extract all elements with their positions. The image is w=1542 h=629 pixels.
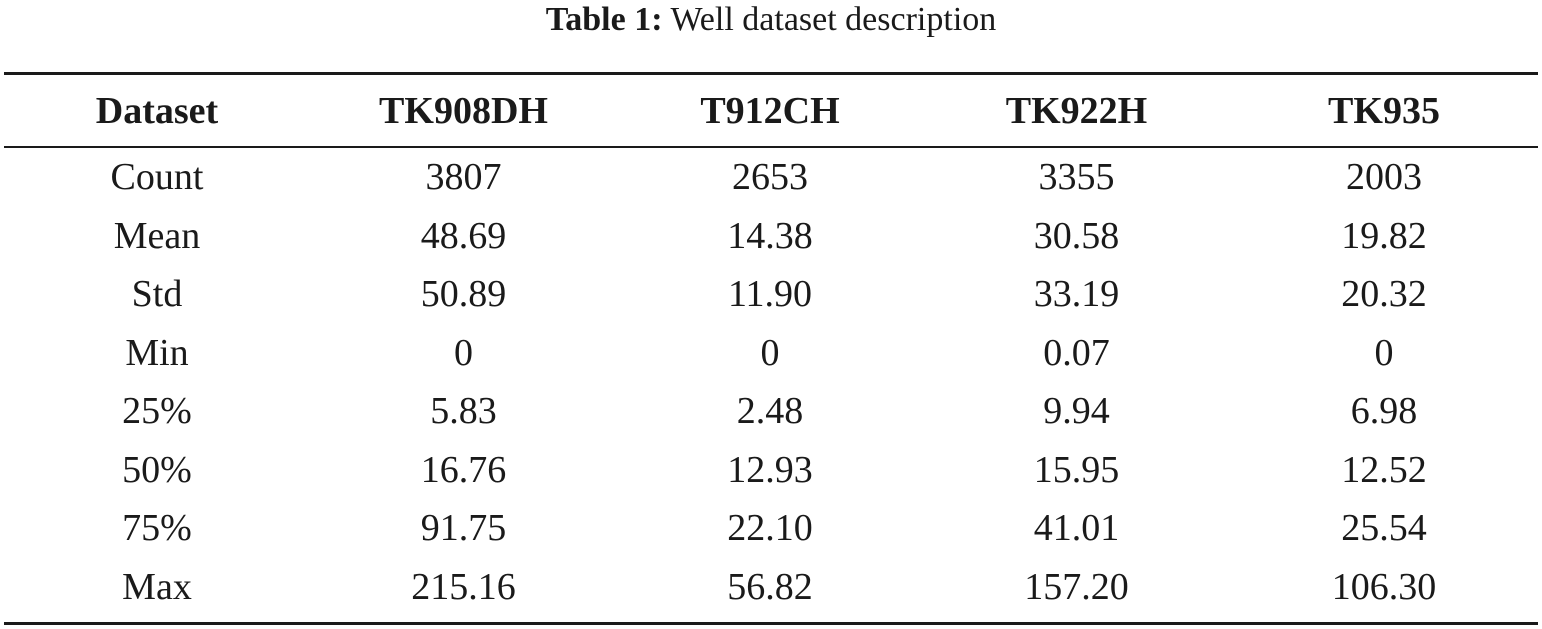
table-cell: 19.82 [1341,214,1427,257]
table-cell: 157.20 [1024,565,1129,608]
table-cell: 0.07 [1043,331,1110,374]
table-cell: 0 [454,331,473,374]
table-row: 25% 5.83 2.48 9.94 6.98 [4,382,1538,441]
table-cell: 0 [760,331,780,374]
top-rule [4,72,1538,75]
table-cell: 0 [1374,331,1394,374]
table-cell: 14.38 [727,214,813,257]
table-row: Mean 48.69 14.38 30.58 19.82 [4,207,1538,266]
row-label: 50% [122,448,192,491]
column-header: T912CH [700,89,840,132]
dataset-table: Dataset TK908DH T912CH TK922H TK935 Coun… [4,75,1538,616]
table-cell: 3807 [425,156,502,199]
table-cell: 25.54 [1341,507,1427,550]
table-row: 50% 16.76 12.93 15.95 12.52 [4,441,1538,500]
table-row: Std 50.89 11.90 33.19 20.32 [4,265,1538,324]
column-header: TK908DH [379,89,548,132]
column-header: TK935 [1328,89,1440,132]
table-cell: 15.95 [1033,448,1120,491]
table-cell: 9.94 [1043,390,1110,433]
table-cell: 12.52 [1341,448,1427,491]
column-header: Dataset [95,89,219,132]
table-cell: 20.32 [1341,273,1427,316]
table-cell: 12.93 [727,448,813,491]
row-label: Count [110,156,204,199]
table-cell: 50.89 [420,273,507,316]
table-cell: 3355 [1038,156,1115,199]
table-cell: 33.19 [1033,273,1120,316]
column-header: TK922H [1005,89,1148,132]
row-label: Min [125,331,189,374]
header-row: Dataset TK908DH T912CH TK922H TK935 [4,75,1538,146]
table-cell: 16.76 [420,448,507,491]
table-cell: 5.83 [430,390,497,433]
row-label: Max [122,565,192,608]
table-row: Max 215.16 56.82 157.20 106.30 [4,558,1538,617]
table-cell: 41.01 [1033,507,1120,550]
row-label: 25% [122,390,192,433]
row-label: Std [131,273,183,316]
table-cell: 2653 [732,156,808,199]
table-cell: 106.30 [1331,565,1437,608]
table-cell: 2.48 [736,390,804,433]
table-row: 75% 91.75 22.10 41.01 25.54 [4,499,1538,558]
header-rule [4,146,1538,148]
table-cell: 11.90 [727,273,813,316]
row-label: 75% [122,507,192,550]
table-cell: 30.58 [1033,214,1120,257]
table-cell: 215.16 [411,565,516,608]
table-cell: 2003 [1346,156,1422,199]
caption-text: Well dataset description [670,1,997,38]
row-label: Mean [113,214,201,257]
table-cell: 91.75 [420,507,507,550]
table-row: Min 0 0 0.07 0 [4,324,1538,383]
bottom-rule [4,622,1538,625]
table-cell: 6.98 [1350,390,1418,433]
caption-label: Table 1: [545,1,663,38]
table-caption: Table 1: Well dataset description [0,0,1542,44]
table-cell: 22.10 [727,507,813,550]
table-row: Count 3807 2653 3355 2003 [4,148,1538,207]
table-cell: 56.82 [727,565,813,608]
table-cell: 48.69 [420,214,507,257]
